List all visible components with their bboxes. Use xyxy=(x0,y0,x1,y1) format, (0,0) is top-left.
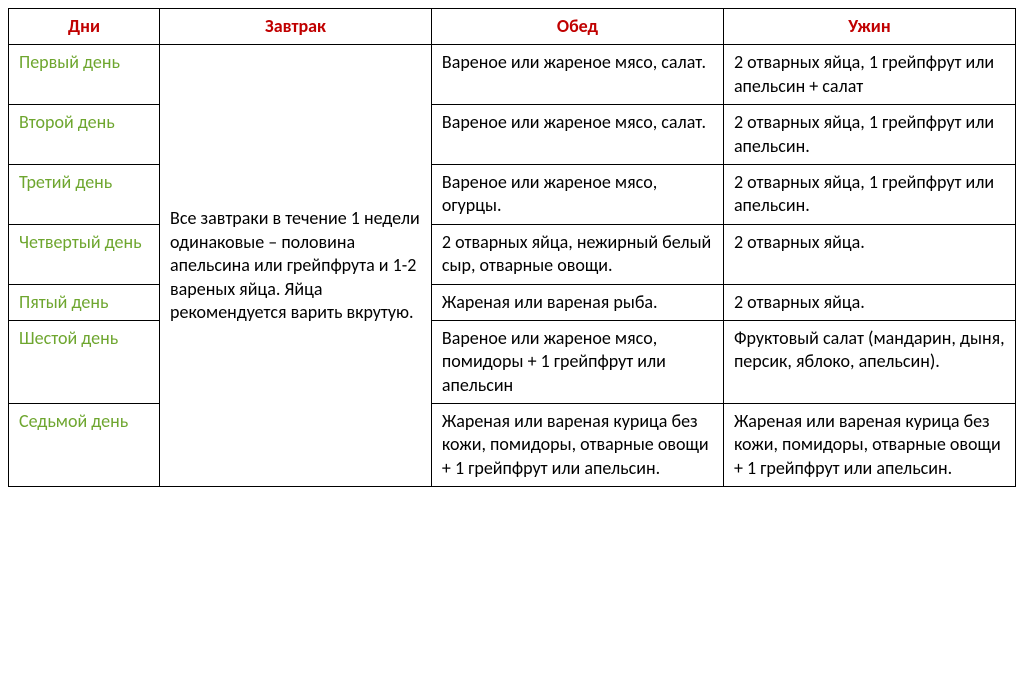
dinner-cell: Жареная или вареная курица без кожи, пом… xyxy=(723,404,1015,487)
header-lunch: Обед xyxy=(431,9,723,45)
header-breakfast: Завтрак xyxy=(160,9,432,45)
lunch-cell: Вареное или жареное мясо, салат. xyxy=(431,45,723,105)
dinner-cell: Фруктовый салат (мандарин, дыня, персик,… xyxy=(723,320,1015,403)
lunch-cell: Жареная или вареная курица без кожи, пом… xyxy=(431,404,723,487)
lunch-cell: 2 отварных яйца, нежирный белый сыр, отв… xyxy=(431,224,723,284)
lunch-cell: Вареное или жареное мясо, огурцы. xyxy=(431,164,723,224)
breakfast-cell: Все завтраки в течение 1 недели одинаков… xyxy=(160,45,432,487)
header-row: Дни Завтрак Обед Ужин xyxy=(9,9,1016,45)
day-cell: Пятый день xyxy=(9,284,160,320)
dinner-cell: 2 отварных яйца, 1 грейпфрут или апельси… xyxy=(723,164,1015,224)
day-cell: Шестой день xyxy=(9,320,160,403)
diet-table: Дни Завтрак Обед Ужин Первый день Все за… xyxy=(8,8,1016,487)
lunch-cell: Вареное или жареное мясо, помидоры + 1 г… xyxy=(431,320,723,403)
dinner-cell: 2 отварных яйца, 1 грейпфрут или апельси… xyxy=(723,45,1015,105)
day-cell: Седьмой день xyxy=(9,404,160,487)
lunch-cell: Жареная или вареная рыба. xyxy=(431,284,723,320)
dinner-cell: 2 отварных яйца. xyxy=(723,284,1015,320)
lunch-cell: Вареное или жареное мясо, салат. xyxy=(431,105,723,165)
day-cell: Второй день xyxy=(9,105,160,165)
dinner-cell: 2 отварных яйца, 1 грейпфрут или апельси… xyxy=(723,105,1015,165)
table-row: Первый день Все завтраки в течение 1 нед… xyxy=(9,45,1016,105)
day-cell: Третий день xyxy=(9,164,160,224)
day-cell: Первый день xyxy=(9,45,160,105)
dinner-cell: 2 отварных яйца. xyxy=(723,224,1015,284)
header-dinner: Ужин xyxy=(723,9,1015,45)
header-days: Дни xyxy=(9,9,160,45)
day-cell: Четвертый день xyxy=(9,224,160,284)
